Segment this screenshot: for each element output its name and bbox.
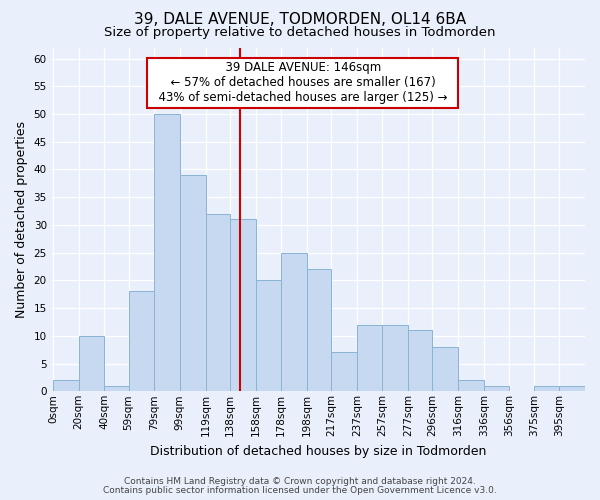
Text: Contains public sector information licensed under the Open Government Licence v3: Contains public sector information licen… [103, 486, 497, 495]
Bar [128, 292, 154, 392]
Y-axis label: Number of detached properties: Number of detached properties [15, 121, 28, 318]
Bar [154, 114, 180, 392]
Bar [256, 280, 281, 392]
Bar [206, 214, 230, 392]
Text: Contains HM Land Registry data © Crown copyright and database right 2024.: Contains HM Land Registry data © Crown c… [124, 477, 476, 486]
X-axis label: Distribution of detached houses by size in Todmorden: Distribution of detached houses by size … [150, 444, 487, 458]
Bar [331, 352, 357, 392]
Bar [307, 270, 331, 392]
Bar [484, 386, 509, 392]
Bar [53, 380, 79, 392]
Text: 39 DALE AVENUE: 146sqm  
  ← 57% of detached houses are smaller (167)  
  43% of: 39 DALE AVENUE: 146sqm ← 57% of detached… [151, 62, 455, 104]
Bar [79, 336, 104, 392]
Bar [408, 330, 433, 392]
Bar [281, 252, 307, 392]
Bar [458, 380, 484, 392]
Bar [104, 386, 128, 392]
Bar [357, 324, 382, 392]
Bar [534, 386, 559, 392]
Bar [180, 175, 206, 392]
Bar [230, 220, 256, 392]
Bar [559, 386, 585, 392]
Text: Size of property relative to detached houses in Todmorden: Size of property relative to detached ho… [104, 26, 496, 39]
Bar [382, 324, 408, 392]
Bar [433, 347, 458, 392]
Text: 39, DALE AVENUE, TODMORDEN, OL14 6BA: 39, DALE AVENUE, TODMORDEN, OL14 6BA [134, 12, 466, 28]
